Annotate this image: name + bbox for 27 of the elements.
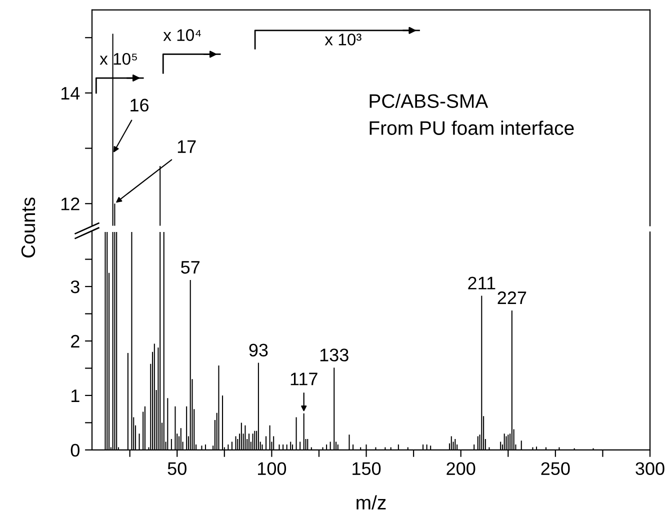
annotation: PC/ABS-SMA: [370, 94, 488, 108]
y-axis-title: Counts: [21, 198, 36, 258]
annotation: 57: [181, 261, 200, 274]
x-tick-label: 300: [636, 462, 664, 475]
x-tick-label: 250: [541, 462, 570, 475]
x-tick-label: 200: [446, 462, 476, 475]
annotation: 17: [178, 140, 196, 153]
annotation: 117: [290, 372, 318, 386]
annotation: From PU foam interface: [370, 120, 574, 135]
annotation: x 10⁴: [163, 29, 201, 41]
x-tick-label: 100: [258, 462, 286, 475]
annotation: x 10⁵: [100, 52, 137, 65]
y-tick-label: 2: [71, 334, 80, 348]
y-tick-label: 12: [61, 198, 80, 210]
annotation: x 10³: [324, 34, 362, 46]
annotation: 93: [249, 344, 268, 356]
x-tick-label: 150: [352, 462, 381, 475]
annotation: 16: [130, 98, 149, 112]
y-tick-label: 1: [72, 390, 80, 402]
annotation: 211: [468, 276, 496, 290]
y-tick-label: 14: [61, 87, 80, 100]
annotation: 133: [320, 348, 348, 362]
x-axis-title: m/z: [356, 495, 386, 510]
annotation: 227: [498, 291, 526, 304]
y-tick-label: 3: [70, 280, 80, 294]
y-tick-label: 0: [70, 444, 80, 457]
x-tick-label: 50: [168, 462, 186, 475]
